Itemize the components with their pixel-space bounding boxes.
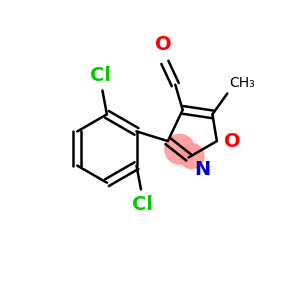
Circle shape (179, 143, 204, 168)
Text: CH₃: CH₃ (229, 76, 254, 90)
Text: Cl: Cl (91, 66, 112, 85)
Text: N: N (194, 160, 210, 179)
Circle shape (165, 134, 195, 164)
Text: Cl: Cl (132, 195, 153, 214)
Text: O: O (224, 132, 241, 151)
Text: O: O (155, 35, 172, 54)
